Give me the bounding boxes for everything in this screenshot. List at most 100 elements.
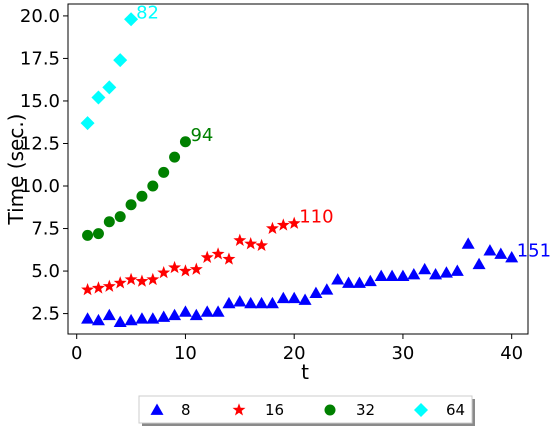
point-series-8	[168, 308, 182, 321]
point-series-16	[168, 260, 182, 274]
point-series-64	[124, 12, 139, 27]
annotation-series-8: 151	[517, 240, 551, 261]
point-series-16	[113, 276, 127, 289]
point-series-8	[178, 305, 192, 317]
point-series-32	[169, 151, 181, 163]
legend-entries: 8 16 32 64	[150, 401, 465, 419]
point-series-8	[429, 267, 443, 280]
point-series-32	[136, 190, 148, 202]
x-tick-label: 30	[391, 343, 414, 364]
point-series-8	[396, 269, 410, 282]
legend-marker-series-32	[324, 404, 336, 416]
point-series-32	[82, 229, 94, 241]
legend-marker-series-8	[150, 403, 164, 415]
point-series-64	[91, 90, 106, 105]
point-series-8	[287, 291, 301, 304]
point-series-16	[211, 247, 225, 260]
point-series-32	[147, 180, 159, 192]
point-series-8	[233, 295, 247, 307]
point-series-16	[135, 274, 149, 287]
y-tick-label: 2.5	[31, 304, 60, 325]
point-series-8	[255, 296, 269, 309]
point-series-16	[244, 237, 258, 250]
point-series-8	[189, 308, 203, 321]
point-series-32	[114, 211, 126, 223]
point-series-16	[276, 218, 290, 231]
legend-marker-series-16	[232, 403, 246, 416]
point-series-8	[407, 267, 421, 280]
point-series-16	[124, 272, 138, 286]
legend-label-series-8: 8	[181, 401, 191, 419]
point-series-8	[439, 266, 453, 278]
point-series-16	[146, 272, 160, 286]
x-tick-label: 20	[283, 343, 306, 364]
series-64	[80, 12, 139, 131]
point-series-8	[146, 312, 160, 324]
ticks-layer: 0 10 20 30 40 2.5 5.0 7.5 10.0 12.5 15.0 17.5 20.0	[20, 6, 523, 364]
point-series-32	[125, 199, 137, 211]
point-series-8	[331, 273, 345, 285]
point-series-16	[265, 221, 279, 235]
point-series-8	[494, 247, 508, 259]
legend-label-series-32: 32	[356, 401, 375, 419]
x-tick-label: 40	[500, 343, 523, 364]
point-series-8	[483, 244, 497, 256]
point-series-8	[298, 293, 312, 305]
series-32	[82, 136, 191, 241]
point-series-8	[276, 291, 290, 304]
y-tick-label: 20.0	[20, 6, 60, 27]
point-series-16	[178, 264, 192, 277]
point-series-8	[374, 269, 388, 282]
point-series-16	[255, 238, 269, 252]
point-series-8	[211, 305, 225, 317]
point-series-16	[102, 279, 116, 292]
point-series-8	[200, 305, 214, 317]
point-series-8	[157, 310, 171, 322]
y-axis-title: Time (sec.)	[4, 114, 28, 226]
y-tick-label: 10.0	[20, 176, 60, 197]
point-series-16	[189, 262, 203, 275]
y-tick-label: 15.0	[20, 91, 60, 112]
annotation-series-16: 110	[299, 206, 333, 227]
point-series-32	[158, 166, 170, 178]
point-series-16	[200, 250, 214, 263]
point-series-8	[385, 269, 399, 282]
legend: 8 16 32 64	[138, 395, 475, 426]
point-series-16	[222, 252, 236, 265]
point-series-8	[450, 264, 464, 276]
y-tick-label: 17.5	[20, 48, 60, 69]
annotations-layer: 151 110 94 82	[136, 2, 551, 261]
point-series-8	[418, 262, 432, 275]
point-series-8	[222, 296, 236, 309]
point-series-16	[81, 282, 95, 296]
point-series-8	[342, 276, 356, 288]
point-series-16	[287, 216, 301, 229]
point-series-16	[233, 233, 247, 246]
series-8	[81, 237, 519, 327]
x-tick-label: 10	[174, 343, 197, 364]
point-series-8	[102, 308, 116, 321]
legend-marker-series-64	[414, 403, 428, 417]
point-series-16	[91, 281, 105, 294]
point-series-8	[363, 274, 377, 287]
point-series-8	[505, 250, 519, 263]
legend-label-series-16: 16	[265, 401, 284, 419]
x-tick-label: 0	[71, 343, 82, 364]
annotation-series-64: 82	[136, 2, 159, 23]
point-series-8	[91, 313, 105, 326]
series-16	[81, 216, 301, 296]
plot-area	[67, 3, 529, 335]
y-tick-label: 12.5	[20, 133, 60, 154]
point-series-8	[472, 257, 486, 270]
point-series-64	[102, 80, 117, 95]
point-series-8	[113, 315, 127, 327]
marks-layer	[80, 12, 519, 327]
point-series-32	[179, 136, 191, 148]
point-series-16	[157, 265, 171, 279]
point-series-8	[352, 276, 366, 288]
point-series-8	[135, 312, 149, 324]
point-series-8	[244, 296, 258, 309]
annotation-series-32: 94	[190, 125, 213, 146]
x-axis-title: t	[301, 360, 309, 384]
point-series-8	[81, 312, 95, 324]
